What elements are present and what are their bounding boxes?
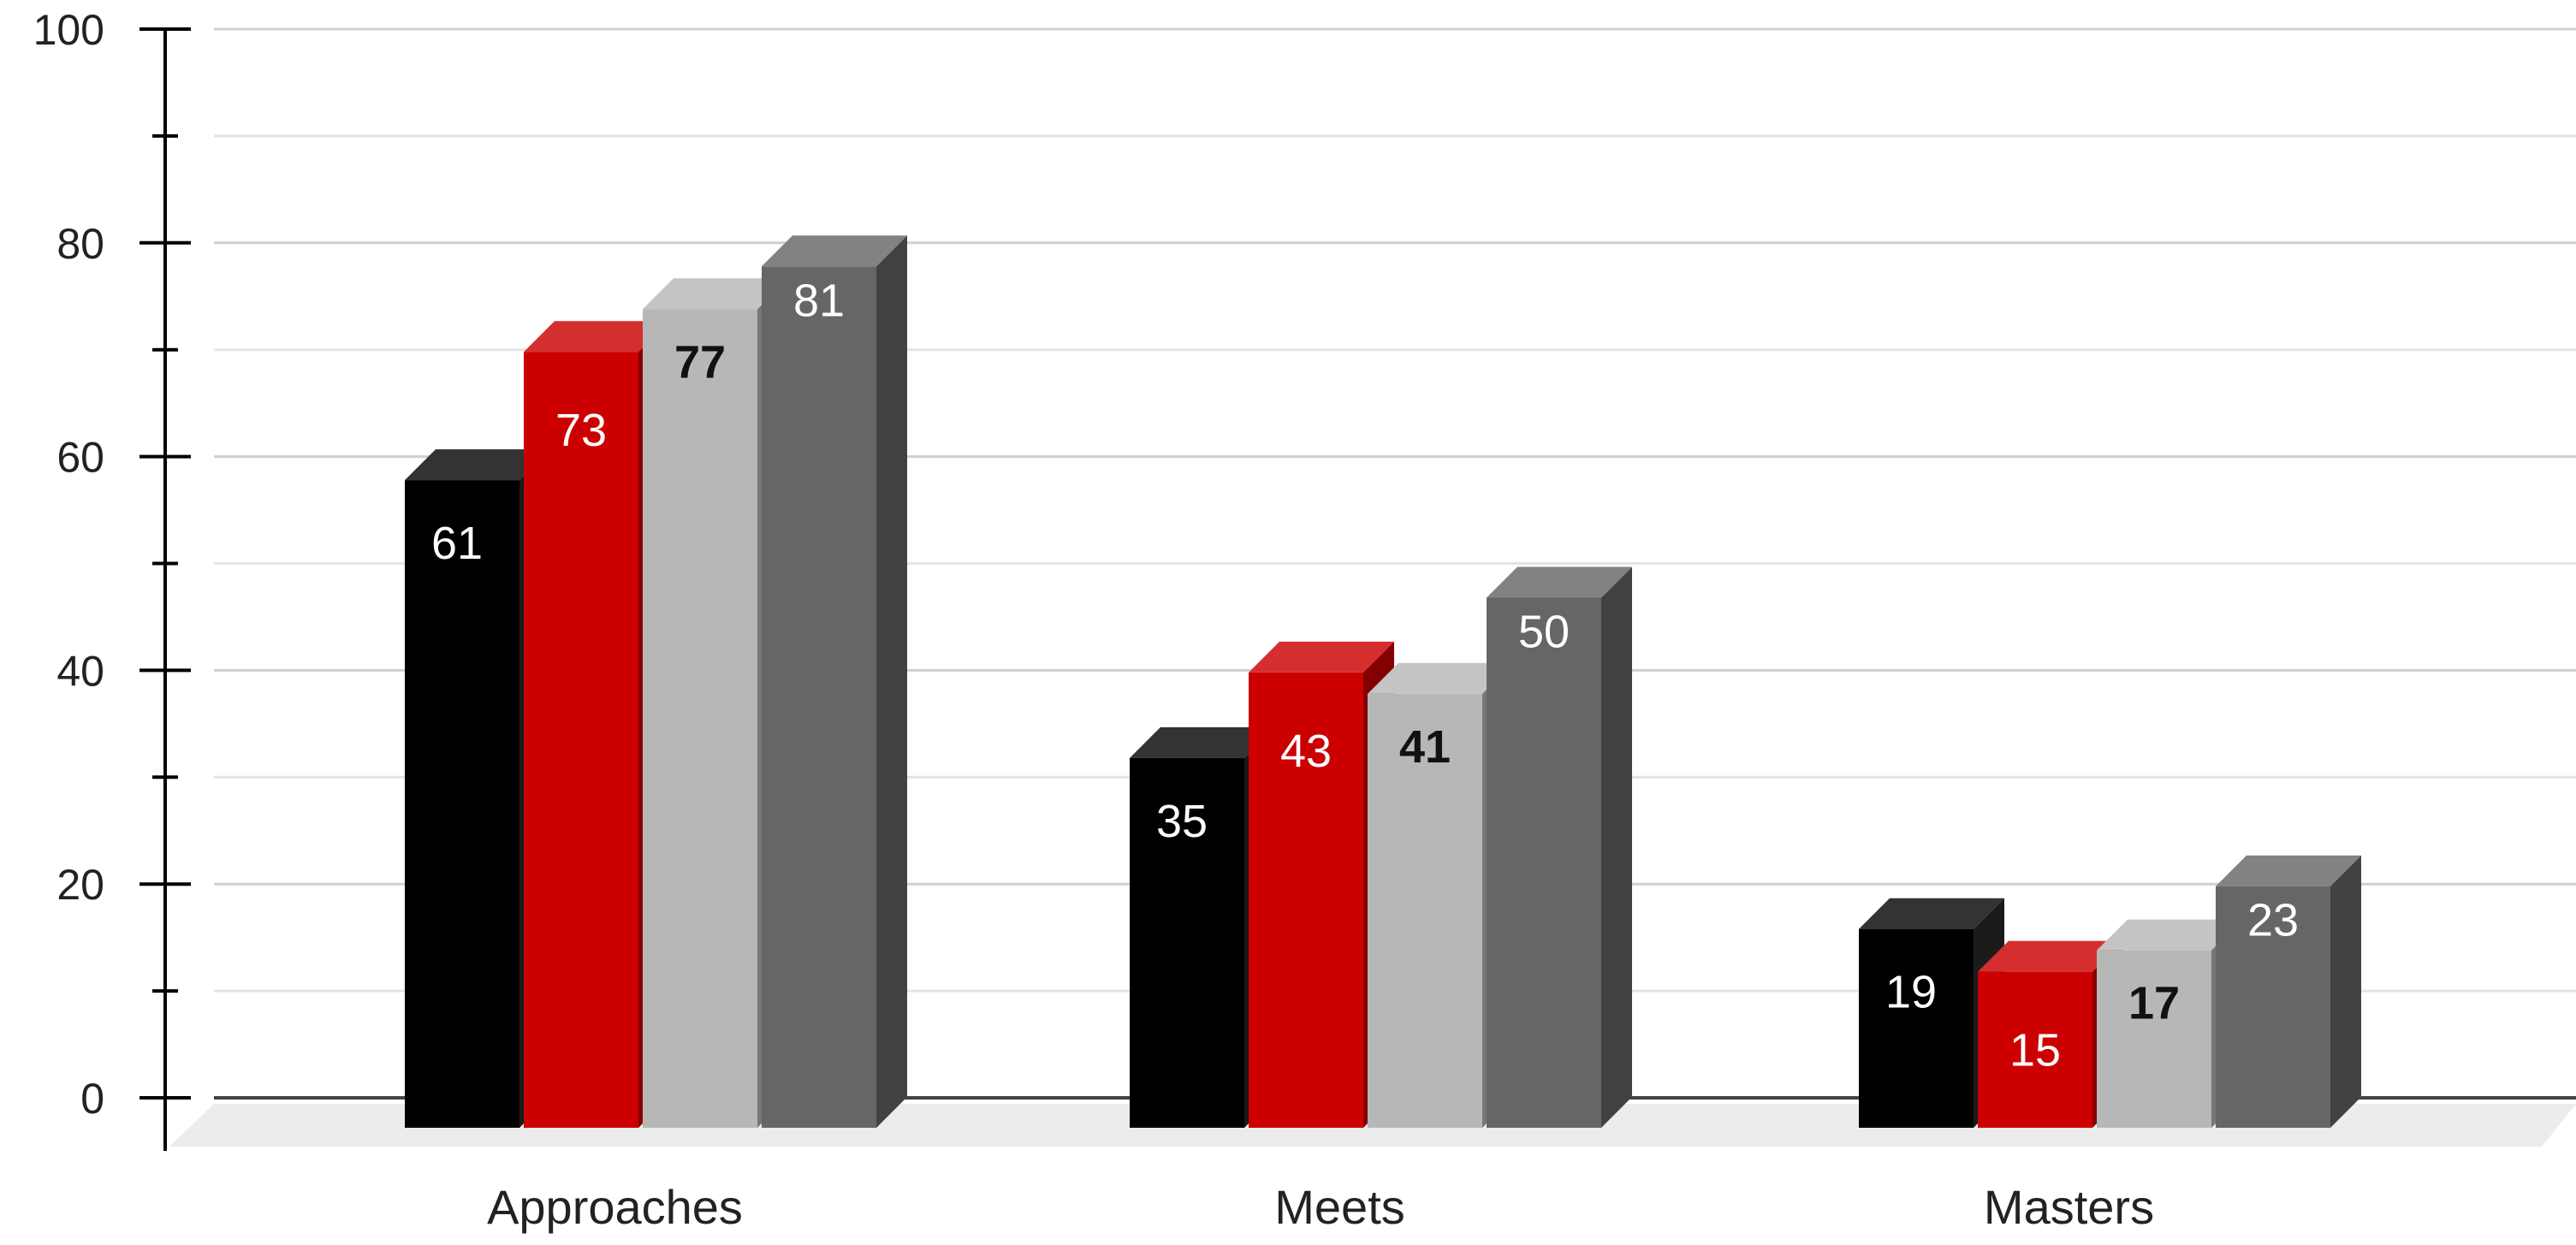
data-label: 77 (674, 336, 726, 388)
data-label: 73 (555, 405, 607, 456)
bar-top (1368, 662, 1513, 694)
bar (1978, 971, 2092, 1128)
bar-top (405, 449, 550, 481)
y-tick-label: 0 (80, 1075, 104, 1123)
data-label: 17 (2128, 978, 2180, 1029)
x-axis-labels: Approaches Meets Masters (487, 1180, 2154, 1234)
bar (643, 309, 757, 1128)
data-labels: 61 73 77 81 35 43 41 50 19 15 17 23 (431, 275, 2299, 1076)
bar-side (876, 235, 907, 1128)
bar-top (2097, 919, 2242, 951)
bar-top (1859, 898, 2004, 929)
y-axis: 0 20 40 60 80 100 (33, 6, 191, 1151)
y-tick-label: 80 (56, 220, 104, 268)
y-tick-label: 20 (56, 861, 104, 909)
data-label: 19 (1885, 967, 1937, 1018)
bar-top (1978, 940, 2123, 972)
data-label: 50 (1518, 607, 1570, 658)
data-label: 43 (1280, 726, 1332, 777)
bar-top (1487, 566, 1632, 598)
bar (524, 352, 638, 1129)
bars (405, 235, 2361, 1129)
bar-top (1130, 726, 1275, 758)
data-label: 41 (1399, 721, 1451, 773)
bar-top (1249, 641, 1394, 673)
bar (1487, 597, 1601, 1128)
y-tick-label: 60 (56, 434, 104, 482)
x-category-label: Masters (1984, 1180, 2154, 1234)
bar-side (1601, 566, 1632, 1128)
x-category-label: Approaches (487, 1180, 743, 1234)
x-category-label: Meets (1274, 1180, 1405, 1234)
bar (2097, 950, 2211, 1128)
bar (405, 480, 519, 1128)
bar-side (2330, 855, 2361, 1128)
bar-top (2216, 855, 2361, 886)
bar-top (762, 235, 907, 267)
bar (1130, 757, 1244, 1128)
data-label: 15 (2009, 1025, 2061, 1076)
bar-top (524, 321, 669, 353)
y-tick-label: 40 (56, 647, 104, 695)
y-tick-label: 100 (33, 6, 104, 54)
bar (762, 266, 876, 1128)
bar (2216, 886, 2330, 1128)
bar (1368, 693, 1482, 1128)
bar (1859, 928, 1974, 1128)
data-label: 35 (1156, 796, 1208, 847)
data-label: 81 (793, 275, 845, 326)
data-label: 61 (431, 518, 483, 569)
bar-top (643, 278, 788, 310)
bar (1249, 672, 1363, 1128)
data-label: 23 (2247, 895, 2299, 946)
